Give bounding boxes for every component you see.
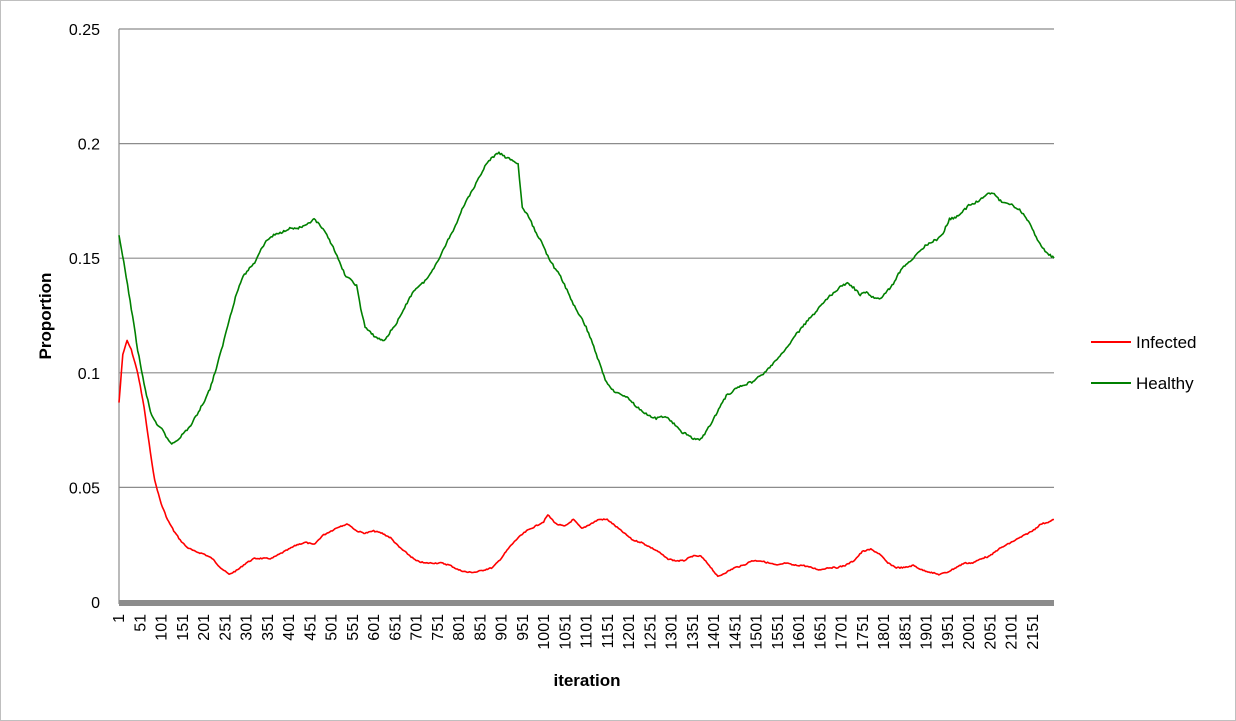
x-tick-label: 1501 [749,614,766,650]
y-tick-label: 0.25 [69,22,100,39]
legend: Infected Healthy [1091,333,1197,393]
x-tick-label: 1101 [579,614,596,649]
series-line-healthy [118,151,1055,445]
x-tick-label: 201 [196,614,213,641]
x-tick-label: 1601 [791,614,808,650]
x-axis [119,600,1054,606]
x-axis-title: iteration [553,671,620,690]
y-tick-label: 0.2 [78,137,100,154]
x-tick-label: 1801 [876,614,893,650]
x-tick-label: 551 [345,614,362,641]
y-axis-title: Proportion [36,273,55,360]
series-lines [118,151,1055,578]
legend-healthy-label: Healthy [1136,374,1194,393]
x-tick-label: 1851 [897,614,914,650]
x-tick-label: 951 [515,614,532,641]
x-tick-label: 501 [324,614,341,641]
legend-infected-label: Infected [1136,333,1197,352]
y-tick-label: 0 [91,595,100,612]
x-tick-label: 1351 [685,614,702,650]
x-tick-label: 1751 [855,614,872,650]
x-tick-label: 351 [260,614,277,641]
x-tick-label: 1301 [664,614,681,650]
x-tick-label: 151 [175,614,192,641]
x-tick-label: 1551 [770,614,787,650]
x-tick-label: 51 [132,614,149,632]
x-tick-label: 851 [472,614,489,641]
x-tick-label: 1401 [706,614,723,650]
x-tick-label: 651 [387,614,404,641]
x-tick-label: 1251 [642,614,659,650]
x-tick-label: 1051 [557,614,574,650]
x-tick-label: 901 [494,614,511,641]
x-tick-label: 701 [409,614,426,641]
x-tick-label: 251 [217,614,234,641]
x-tick-label: 801 [451,614,468,641]
x-tick-label: 1001 [536,614,553,650]
x-tick-label: 1901 [919,614,936,650]
x-tick-label: 751 [430,614,447,641]
x-tick-label: 1451 [727,614,744,650]
x-tick-label: 2151 [1025,614,1042,650]
x-tick-label: 1 [111,614,128,623]
x-axis-tick-labels: 1 51 101 151 201 251 301 351 401 451 501 551 601 651 7… [111,614,1042,650]
y-tick-label: 0.15 [69,251,100,268]
x-tick-label: 1151 [600,614,617,649]
y-axis-tick-labels: 0 0.05 0.1 0.15 0.2 0.25 [69,22,100,612]
x-tick-label: 301 [239,614,256,641]
x-tick-label: 601 [366,614,383,641]
x-tick-label: 1651 [812,614,829,650]
series-line-infected [118,339,1055,578]
y-tick-label: 0.05 [69,480,100,497]
x-axis-band [119,600,1054,606]
x-tick-label: 1951 [940,614,957,650]
x-tick-label: 2051 [982,614,999,650]
x-tick-label: 1201 [621,614,638,650]
x-tick-label: 451 [302,614,319,641]
x-tick-label: 2101 [1004,614,1021,650]
x-tick-label: 401 [281,614,298,641]
x-tick-label: 2001 [961,614,978,650]
y-tick-label: 0.1 [78,366,100,383]
x-tick-label: 1701 [834,614,851,650]
gridlines [118,28,1054,604]
x-tick-label: 101 [154,614,171,641]
